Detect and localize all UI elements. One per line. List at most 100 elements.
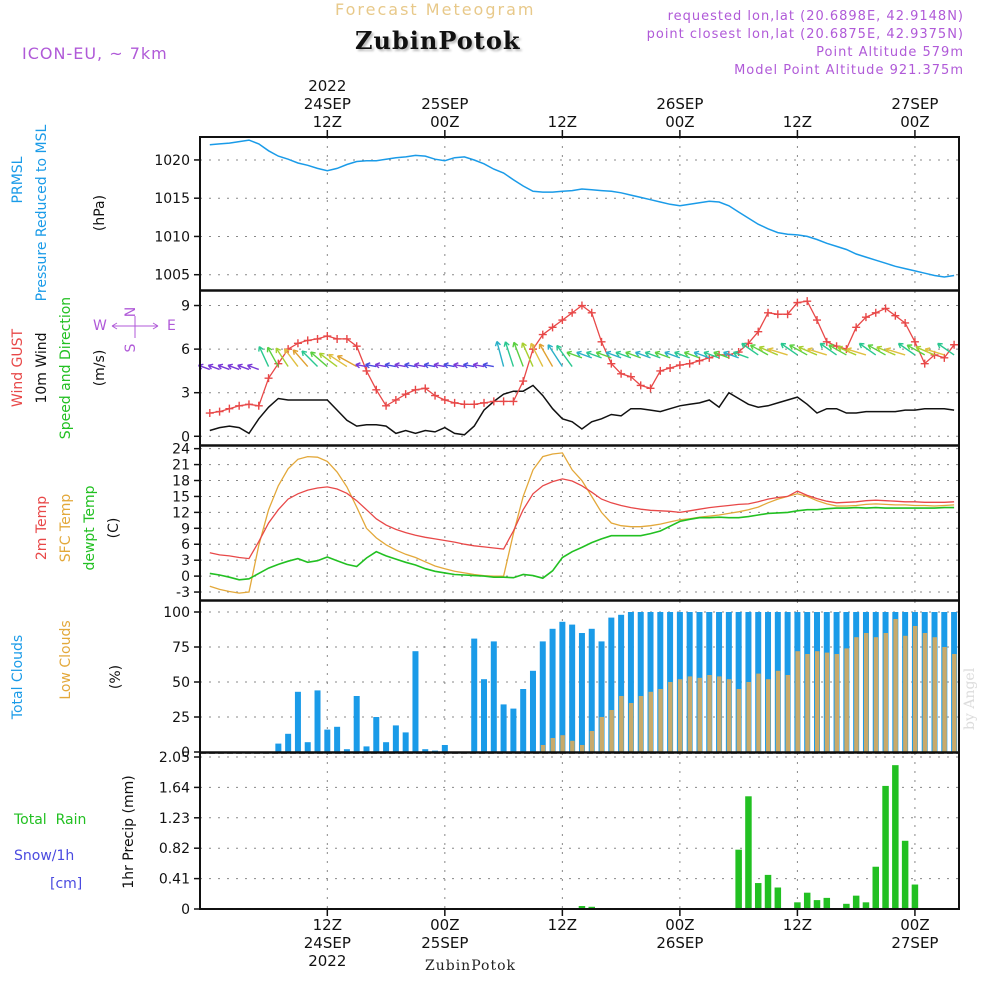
gust-point-marker: [323, 332, 332, 341]
low-cloud-bar: [677, 679, 683, 752]
low-cloud-bar: [628, 703, 634, 752]
x-time-label: 00Z: [430, 916, 459, 934]
rain-bar: [774, 887, 782, 909]
x-time-label: 00Z: [900, 113, 929, 131]
rain-bar: [578, 906, 586, 909]
wind-direction-arrow: [789, 344, 808, 356]
gust-point-marker: [812, 316, 821, 325]
total-cloud-bar: [334, 726, 341, 752]
2m-temp-line: [209, 478, 955, 560]
gust-point-marker: [617, 369, 626, 378]
rain-bar: [843, 903, 850, 909]
total-cloud-bar: [402, 732, 409, 752]
y-tick-label: 18: [172, 474, 190, 490]
gust-point-marker: [891, 311, 900, 320]
wind-direction-arrow: [482, 362, 494, 369]
wind-direction-arrow: [336, 355, 358, 368]
total-cloud-bar: [520, 689, 527, 752]
y-tick-label: 75: [172, 640, 190, 656]
gust-point-marker: [793, 298, 802, 307]
gust-point-marker: [431, 391, 440, 400]
low-cloud-bar: [756, 673, 761, 752]
gust-point-marker: [235, 401, 244, 410]
wind-direction-arrow: [266, 346, 279, 367]
y-tick-label: 50: [172, 675, 190, 691]
rain-bar: [745, 796, 752, 909]
gust-point-marker: [480, 398, 489, 407]
y-tick-label: 0: [181, 902, 190, 918]
x-time-label: 00Z: [430, 113, 459, 131]
wind-direction-arrow: [207, 363, 220, 371]
low-cloud-bar: [932, 637, 938, 752]
wind-direction-arrow: [566, 350, 583, 359]
compass-arrows: [111, 316, 159, 338]
gust-point-marker: [675, 361, 684, 370]
wind-direction-arrow: [443, 362, 455, 369]
wind-direction-arrow: [924, 347, 945, 356]
wind-direction-arrow: [723, 350, 739, 359]
wind-direction-arrow: [741, 342, 759, 356]
rain-bar: [764, 874, 772, 909]
total-cloud-bar: [363, 746, 370, 752]
low-cloud-bar: [844, 648, 849, 752]
low-cloud-bar: [638, 696, 644, 752]
location-title: ZubinPotok: [355, 26, 521, 55]
low-cloud-bar: [589, 731, 595, 752]
y-tick-label: 2.05: [159, 750, 190, 766]
wind-direction-arrow: [301, 350, 319, 368]
low-cloud-bar: [775, 670, 781, 752]
gust-point-marker: [910, 337, 919, 346]
y-tick-label: 0: [181, 745, 190, 761]
low-cloud-bar: [785, 675, 791, 752]
rain-bar: [901, 840, 909, 909]
total-cloud-bar: [481, 679, 488, 752]
gust-point-marker: [264, 374, 273, 383]
wind-direction-arrow: [915, 345, 935, 356]
gust-point-marker: [577, 301, 586, 310]
y-tick-label: 9: [181, 521, 190, 537]
compass-n: N: [123, 307, 139, 317]
gust-point-marker: [754, 327, 763, 336]
rain-bar: [813, 900, 821, 909]
gust-point-marker: [352, 342, 361, 351]
total-cloud-bar: [657, 612, 664, 752]
low-cloud-bar: [922, 633, 928, 752]
low-cloud-bar: [883, 633, 889, 752]
rain-bar: [735, 849, 742, 909]
clouds-ylabel: (%): [108, 665, 124, 689]
snow-unit: [cm]: [50, 876, 82, 892]
wind-direction-arrow: [595, 350, 612, 359]
outer-frame: [199, 136, 960, 910]
low-cloud-bar: [824, 652, 830, 752]
precip-panel-frame: [199, 752, 960, 910]
total-cloud-bar: [471, 638, 478, 752]
x-time-label: 12Z: [548, 916, 577, 934]
temp-2m-label: 2m Temp: [34, 496, 50, 560]
low-clouds-label: Low Clouds: [58, 620, 74, 699]
gust-point-marker: [205, 409, 214, 418]
wind-direction-arrow: [758, 345, 779, 356]
total-cloud-bar: [735, 612, 742, 752]
gust-point-marker: [293, 339, 302, 348]
text-layer: 10051010101510200369-3036912151821240255…: [10, 77, 938, 970]
low-cloud-bar: [912, 626, 918, 752]
wind-direction-arrow: [867, 344, 886, 356]
low-cloud-bar: [834, 654, 840, 752]
gust-point-marker: [470, 400, 479, 409]
total-cloud-bar: [588, 628, 595, 752]
pressure-series-line: [209, 139, 955, 278]
total-cloud-bar: [441, 745, 448, 752]
gust-point-marker: [225, 404, 234, 413]
y-tick-label: 1015: [154, 191, 190, 207]
low-cloud-bar: [736, 689, 742, 752]
y-tick-label: 25: [172, 710, 190, 726]
x-time-label: 26SEP: [656, 934, 703, 952]
wind-direction-arrow: [217, 363, 230, 371]
gust-point-marker: [411, 385, 420, 394]
temp-sfc-label: SFC Temp: [58, 494, 74, 563]
wind-gust-label: Wind GUST: [10, 328, 26, 407]
wind-direction-arrow: [654, 350, 671, 359]
wind-direction-arrow: [284, 348, 299, 367]
gust-point-marker: [764, 308, 773, 317]
gust-point-marker: [372, 385, 381, 394]
